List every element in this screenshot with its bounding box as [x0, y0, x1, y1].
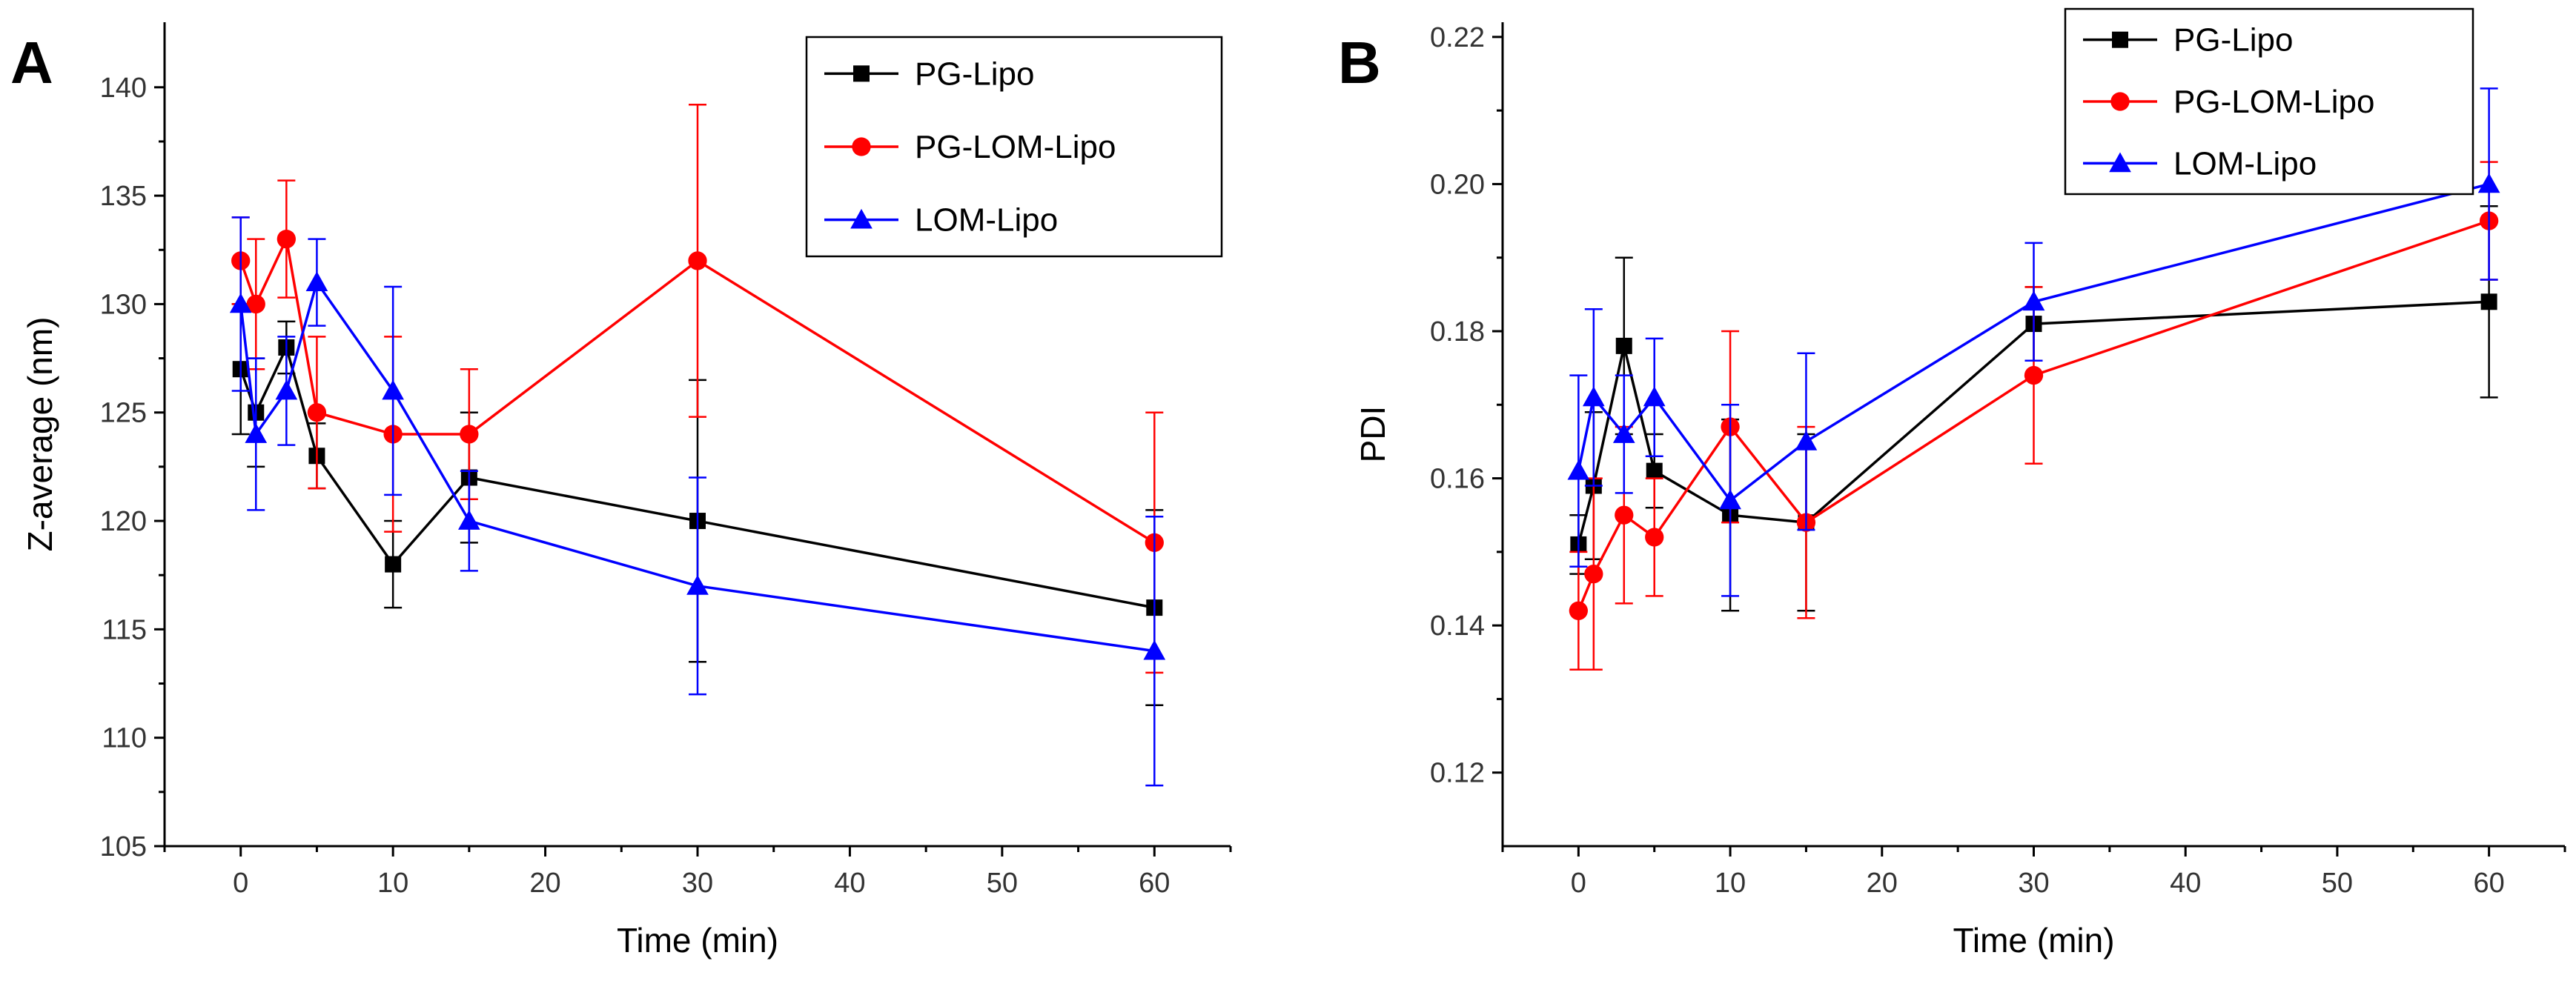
- y-tick-label: 110: [102, 723, 147, 754]
- data-point: [1615, 505, 1634, 525]
- x-tick-label: 0: [1571, 868, 1586, 899]
- legend-item: LOM-Lipo: [824, 202, 1058, 239]
- x-tick-label: 50: [2322, 868, 2353, 899]
- legend-marker: [852, 137, 871, 156]
- x-tick-label: 10: [1715, 868, 1746, 899]
- legend-marker: [850, 208, 873, 229]
- x-tick-label: 40: [2170, 868, 2201, 899]
- x-tick-label: 50: [987, 868, 1018, 899]
- data-point: [2022, 290, 2045, 311]
- legend-item: PG-Lipo: [824, 56, 1034, 92]
- data-point: [385, 556, 402, 573]
- series-lom-lipo: [1567, 87, 2500, 597]
- data-point: [1645, 528, 1664, 547]
- data-point: [229, 293, 252, 313]
- series-pg-lom-lipo: [1569, 161, 2499, 671]
- legend-item: PG-Lipo: [2083, 22, 2293, 59]
- legend-marker: [2109, 152, 2131, 173]
- data-point: [1719, 489, 1741, 510]
- series-line: [1577, 300, 2489, 545]
- chart-panel-B: B 0 10 20 30 40 50 60 0.12 0.14 0.16 0.18 0.20 0.22 Ti…: [1338, 7, 2566, 960]
- panel-label: B: [1338, 30, 1381, 96]
- data-point: [1143, 639, 1166, 660]
- series-line: [239, 234, 1156, 544]
- data-point: [688, 251, 707, 270]
- data-point: [1795, 430, 1818, 450]
- data-point: [1569, 601, 1589, 620]
- data-point: [1567, 459, 1590, 480]
- data-point: [245, 423, 268, 443]
- legend-label: PG-LOM-Lipo: [2173, 84, 2374, 120]
- data-point: [2477, 173, 2500, 193]
- legend-marker: [2110, 92, 2130, 111]
- y-tick-label: 0.14: [1430, 611, 1485, 642]
- data-point: [307, 403, 327, 422]
- data-point: [458, 510, 480, 530]
- data-point: [686, 574, 709, 595]
- legend-item: PG-LOM-Lipo: [824, 129, 1116, 165]
- series-line: [239, 279, 1155, 653]
- y-axis-title: Z-average (nm): [21, 317, 59, 552]
- series-line: [239, 343, 1155, 609]
- data-point: [2024, 365, 2044, 385]
- legend: PG-Lipo PG-LOM-Lipo LOM-Lipo: [805, 36, 1223, 258]
- panel-label: A: [10, 30, 53, 96]
- data-point: [275, 379, 298, 400]
- x-tick-label: 20: [1867, 868, 1898, 899]
- x-tick-label: 30: [2018, 868, 2049, 899]
- legend-marker: [853, 65, 870, 82]
- x-tick-label: 30: [682, 868, 713, 899]
- legend: PG-Lipo PG-LOM-Lipo LOM-Lipo: [2064, 7, 2474, 196]
- series-lom-lipo: [229, 216, 1166, 787]
- data-point: [1646, 462, 1663, 479]
- legend-marker: [2112, 31, 2128, 48]
- legend-label: LOM-Lipo: [915, 202, 1058, 239]
- y-tick-label: 0.20: [1430, 169, 1485, 200]
- data-point: [277, 229, 296, 249]
- x-tick-label: 10: [377, 868, 408, 899]
- legend-item: PG-LOM-Lipo: [2083, 84, 2374, 120]
- series-line: [1577, 219, 2490, 611]
- y-tick-label: 115: [102, 614, 147, 645]
- y-tick-label: 130: [100, 289, 147, 320]
- chart-panel-A: A 0 10 20 30 40 50 60 105 110 115 120 125 130 135 140 Ti…: [10, 22, 1232, 960]
- data-point: [1612, 423, 1635, 443]
- x-tick-label: 20: [529, 868, 560, 899]
- x-tick-label: 60: [1139, 868, 1170, 899]
- y-tick-label: 105: [100, 831, 147, 862]
- data-point: [1615, 337, 1632, 354]
- data-point: [246, 294, 265, 314]
- legend-label: PG-Lipo: [915, 56, 1034, 92]
- x-axis-title: Time (min): [1953, 921, 2114, 960]
- y-tick-label: 135: [100, 181, 147, 212]
- x-tick-label: 40: [834, 868, 865, 899]
- y-tick-label: 0.18: [1430, 316, 1485, 347]
- data-point: [2480, 293, 2497, 310]
- y-axis-title: PDI: [1354, 406, 1392, 463]
- y-tick-label: 140: [100, 73, 147, 104]
- y-tick-label: 120: [100, 506, 147, 537]
- legend-label: LOM-Lipo: [2173, 145, 2317, 182]
- data-point: [382, 379, 404, 400]
- x-tick-label: 60: [2474, 868, 2505, 899]
- data-point: [1643, 386, 1666, 407]
- data-point: [1584, 564, 1603, 584]
- legend-item: LOM-Lipo: [2083, 145, 2317, 182]
- data-point: [1582, 386, 1605, 407]
- x-tick-label: 0: [233, 868, 248, 899]
- legend-label: PG-LOM-Lipo: [915, 129, 1116, 165]
- y-tick-label: 125: [100, 398, 147, 429]
- x-axis-title: Time (min): [617, 921, 778, 960]
- legend-label: PG-Lipo: [2173, 22, 2293, 59]
- y-tick-label: 0.12: [1430, 758, 1485, 789]
- y-tick-label: 0.22: [1430, 22, 1485, 53]
- data-point: [460, 425, 479, 444]
- y-tick-label: 0.16: [1430, 464, 1485, 495]
- data-point: [305, 271, 328, 292]
